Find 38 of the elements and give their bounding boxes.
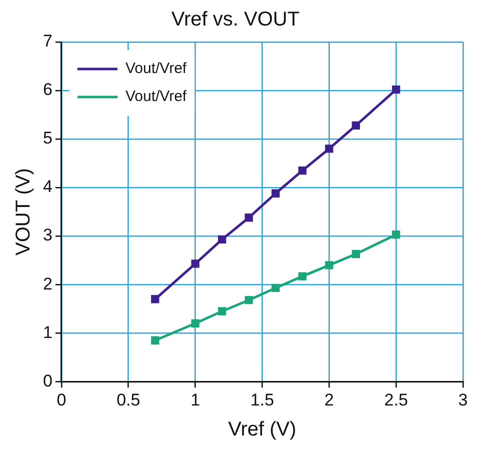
x-tick-label: 1 — [190, 390, 200, 410]
y-tick-label: 6 — [42, 80, 52, 100]
point — [272, 284, 280, 292]
point — [151, 295, 160, 304]
point — [151, 336, 160, 344]
x-tick-label: 2.5 — [384, 390, 408, 410]
point — [298, 166, 306, 175]
point — [191, 319, 200, 328]
y-axis-title: VOUT (V) — [12, 168, 35, 256]
point — [352, 250, 360, 258]
y-tick-label: 5 — [42, 128, 52, 148]
x-tick-label: 0 — [56, 390, 66, 410]
y-tick-label: 0 — [42, 371, 52, 390]
x-tick-label: 2 — [324, 390, 334, 410]
y-tick-label: 4 — [42, 177, 52, 196]
point — [392, 230, 400, 239]
point — [244, 296, 253, 304]
chart-title: Vref vs. VOUT — [171, 8, 300, 31]
x-tick-label: 1.5 — [250, 390, 274, 410]
point — [244, 214, 253, 222]
point — [218, 307, 226, 316]
point — [325, 144, 334, 153]
x-tick-label: 0.5 — [116, 390, 140, 410]
point — [191, 260, 200, 268]
point — [298, 272, 306, 280]
y-tick-label: 3 — [42, 226, 52, 245]
legend-label: Vout/Vref — [125, 88, 188, 106]
point — [272, 189, 280, 198]
y-tick-label: 1 — [42, 322, 52, 342]
x-tick-label: 3 — [458, 390, 468, 410]
point — [352, 121, 360, 130]
point — [392, 85, 400, 94]
x-axis-title: Vref (V) — [228, 418, 296, 441]
y-tick-label: 2 — [42, 274, 52, 294]
point — [325, 261, 334, 270]
y-tick-label: 7 — [42, 32, 52, 51]
legend-label: Vout/Vref — [125, 60, 188, 78]
point — [218, 235, 226, 244]
